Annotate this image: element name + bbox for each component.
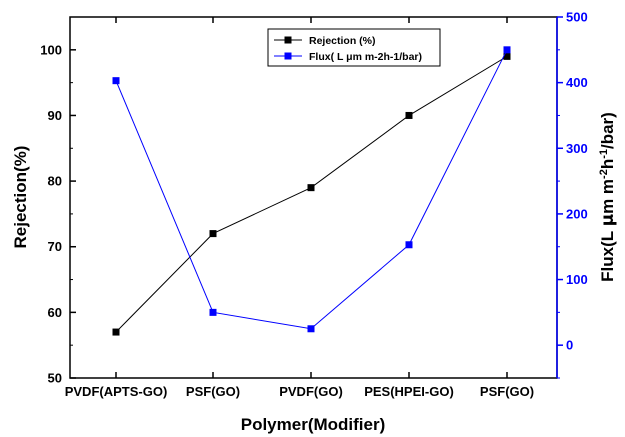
left-tick-label: 70: [48, 239, 62, 254]
x-axis-ticks: PVDF(APTS-GO) PSF(GO) PVDF(GO) PES(HPEI-GO)…: [65, 17, 534, 399]
flux-point: [112, 77, 120, 85]
right-tick-label: 500: [566, 10, 588, 25]
rejection-point: [307, 184, 315, 192]
left-tick-label: 60: [48, 305, 62, 320]
right-axis-title: Flux(L μm m-2h-1/bar): [598, 112, 618, 282]
right-tick-label: 300: [566, 141, 588, 156]
right-tick-label: 400: [566, 75, 588, 90]
legend-rejection-marker: [284, 36, 292, 44]
x-tick-label: PSF(GO): [480, 384, 534, 399]
rejection-point: [405, 111, 413, 119]
legend-flux-marker: [284, 52, 292, 60]
x-tick-label: PES(HPEI-GO): [364, 384, 454, 399]
left-tick-label: 100: [40, 42, 62, 57]
rejection-point: [503, 52, 511, 60]
flux-point: [405, 241, 413, 249]
legend: Rejection (%) Flux( L μm m-2h-1/bar): [267, 28, 441, 67]
flux-point: [209, 308, 217, 316]
right-axis-title-part: m m: [598, 179, 617, 214]
right-axis-ticks: 0 100 200 300 400 500: [557, 10, 588, 379]
series-layer: [112, 46, 511, 336]
right-tick-label: 0: [566, 338, 573, 353]
rejection-point: [209, 230, 217, 238]
left-tick-label: 50: [48, 371, 62, 386]
right-axis-title-part: h: [598, 159, 617, 169]
x-tick-label: PVDF(APTS-GO): [65, 384, 168, 399]
right-axis-title-part: Flux(L: [598, 226, 617, 281]
legend-flux-label: Flux( L μm m-2h-1/bar): [309, 51, 422, 63]
x-tick-label: PSF(GO): [186, 384, 240, 399]
right-axis-title-part: /bar): [598, 112, 617, 149]
right-axis-title-superscript: -2: [598, 169, 610, 179]
series-line-rejection: [115, 55, 508, 333]
x-tick-label: PVDF(GO): [279, 384, 343, 399]
left-tick-label: 80: [48, 174, 62, 189]
rejection-point: [112, 328, 120, 336]
right-axis-title-superscript: -1: [598, 149, 610, 159]
left-axis-title: Rejection(%): [11, 146, 30, 249]
legend-box: [267, 28, 441, 67]
right-axis-title-mu: μ: [598, 214, 618, 227]
flux-point: [503, 46, 511, 54]
plot-frame: [69, 16, 558, 379]
x-axis-title: Polymer(Modifier): [241, 415, 386, 434]
right-tick-label: 200: [566, 206, 588, 221]
left-axis-ticks: 50 60 70 80 90 100: [40, 42, 76, 386]
left-tick-label: 90: [48, 108, 62, 123]
right-tick-label: 100: [566, 272, 588, 287]
flux-point: [307, 325, 315, 333]
legend-rejection-label: Rejection (%): [309, 35, 376, 47]
